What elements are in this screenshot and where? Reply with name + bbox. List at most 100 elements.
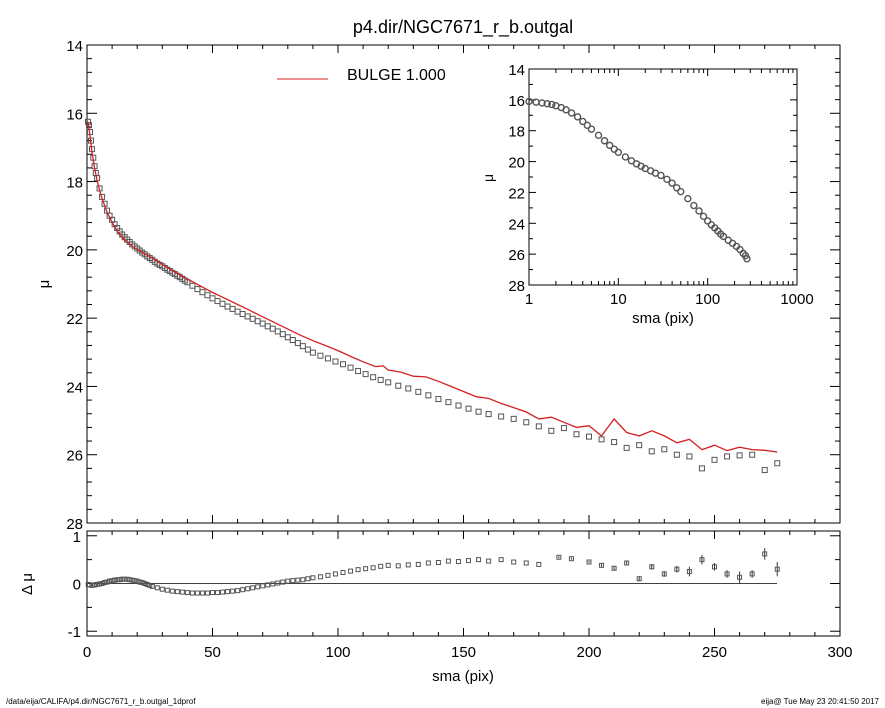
- residual-data-point: [245, 586, 251, 592]
- residual-data-point: [179, 589, 185, 595]
- inset-data-point: [690, 201, 698, 210]
- main-data-point: [229, 305, 236, 312]
- main-data-point: [405, 385, 412, 392]
- residual-data-point: [230, 588, 236, 594]
- inset-x-tick-label: 100: [695, 291, 720, 308]
- inset-data-point: [525, 97, 533, 106]
- main-data-point: [340, 361, 347, 368]
- x-tick-label: 200: [576, 644, 601, 661]
- residual-data-point: [189, 590, 195, 596]
- main-data-point: [199, 289, 206, 296]
- inset-y-tick-label: 26: [508, 247, 525, 264]
- residual-data-point: [686, 569, 692, 575]
- residual-data-point: [290, 578, 296, 584]
- inset-x-tick-label: 1000: [780, 291, 813, 308]
- residual-data-point: [310, 575, 316, 581]
- main-data-point: [254, 318, 261, 325]
- main-data-point: [219, 300, 226, 307]
- inset-data-point: [657, 171, 665, 180]
- residual-data-point: [455, 559, 461, 565]
- residual-data-point: [184, 590, 190, 596]
- residual-data-point: [210, 590, 215, 596]
- main-data-point: [395, 382, 402, 389]
- residual-y-tick-label: 1: [73, 529, 81, 546]
- inset-y-tick-label: 20: [508, 155, 525, 172]
- main-data-point: [259, 320, 266, 327]
- main-data-point: [385, 379, 392, 386]
- residual-data-point: [235, 588, 241, 594]
- residual-data-points: [85, 548, 780, 596]
- inset-data-point: [627, 157, 636, 165]
- residual-data-point: [385, 562, 391, 568]
- x-tick-label: 250: [702, 644, 727, 661]
- residual-data-point: [265, 582, 271, 588]
- legend: BULGE 1.000: [277, 67, 446, 84]
- residual-data-point: [435, 560, 441, 565]
- residual-data-point: [204, 590, 210, 596]
- residual-data-point: [99, 581, 105, 586]
- inset-data-points: [525, 97, 751, 263]
- main-data-point: [309, 349, 316, 356]
- inset-data-point: [548, 100, 556, 109]
- residual-data-point: [749, 571, 755, 577]
- main-data-point: [355, 368, 362, 375]
- inset-data-point: [695, 207, 703, 215]
- residual-data-point: [119, 576, 125, 582]
- main-data-point: [274, 328, 281, 335]
- inset-x-tick-label: 10: [610, 291, 627, 308]
- main-y-tick-label: 24: [66, 379, 83, 396]
- residual-data-point: [445, 558, 451, 564]
- inset-data-point: [663, 175, 671, 184]
- inset-data-point: [594, 131, 603, 140]
- main-data-point: [234, 308, 241, 315]
- residual-data-point: [199, 590, 205, 596]
- residual-data-point: [405, 562, 411, 568]
- residual-data-point: [122, 576, 128, 582]
- main-data-point: [485, 411, 492, 418]
- main-data-point: [304, 346, 311, 353]
- main-data-point: [289, 336, 296, 343]
- main-data-point: [189, 282, 196, 289]
- residual-data-point: [370, 565, 376, 571]
- main-data-point: [194, 286, 201, 293]
- inset-data-point: [614, 148, 623, 157]
- main-data-point: [239, 311, 246, 318]
- main-data-point: [209, 295, 216, 302]
- residual-data-point: [599, 562, 605, 568]
- main-data-point: [264, 323, 271, 330]
- legend-label: BULGE 1.000: [347, 67, 446, 84]
- residual-data-point: [724, 571, 730, 577]
- inset-data-point: [573, 113, 582, 121]
- inset-data-point: [684, 194, 692, 203]
- main-y-tick-label: 28: [66, 516, 83, 533]
- residual-data-point: [147, 582, 153, 588]
- inset-data-point: [532, 98, 540, 106]
- main-data-point: [498, 413, 505, 420]
- residual-data-point: [127, 577, 133, 583]
- residual-data-point: [114, 577, 120, 583]
- main-data-point: [455, 402, 462, 409]
- bulge-model-line: [87, 121, 778, 453]
- residual-data-point: [636, 576, 642, 582]
- main-data-point: [636, 442, 643, 449]
- main-y-tick-label: 20: [66, 243, 83, 260]
- residual-data-point: [661, 571, 667, 577]
- residual-data-point: [624, 560, 630, 566]
- main-data-point: [686, 453, 693, 460]
- residual-data-point: [305, 576, 311, 582]
- residual-y-tick-label: -1: [68, 624, 81, 641]
- main-data-point: [244, 313, 251, 320]
- residual-data-point: [215, 590, 221, 596]
- main-data-point: [445, 399, 452, 406]
- inset-data-point: [621, 153, 630, 161]
- inset-data-point: [567, 109, 576, 117]
- residual-data-point: [762, 551, 768, 557]
- residual-data-point: [280, 579, 286, 585]
- residual-data-point: [194, 590, 200, 596]
- residual-data-point: [94, 581, 100, 587]
- residual-data-point: [340, 570, 346, 576]
- inset-x-tick-label: 1: [525, 291, 533, 308]
- main-data-point: [324, 355, 331, 362]
- main-data-point: [415, 388, 422, 395]
